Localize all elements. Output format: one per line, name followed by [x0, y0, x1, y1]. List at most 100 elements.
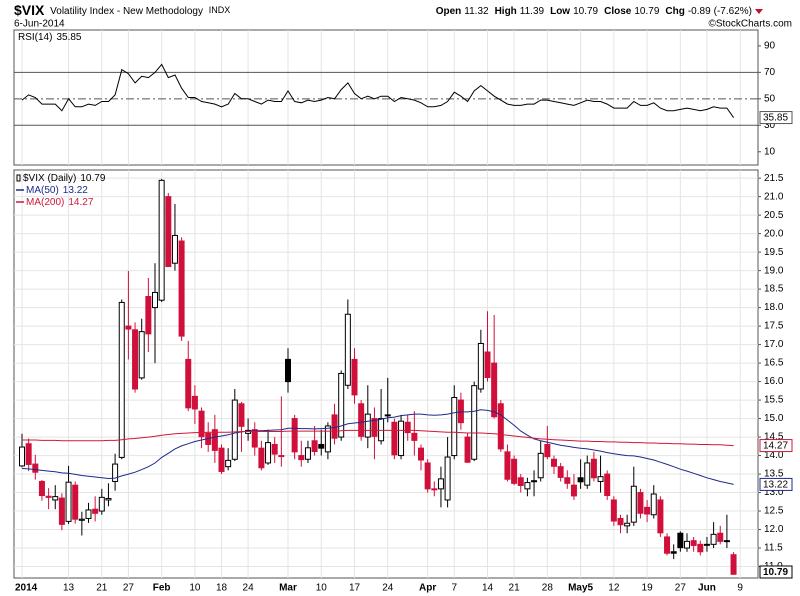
candle-body: [650, 493, 657, 516]
candle-body: [684, 540, 690, 549]
moving-average-line: [21, 409, 734, 485]
candle-body: [451, 396, 458, 457]
candle-body: [644, 506, 651, 515]
y-tick-label: 50: [764, 93, 776, 104]
candle-body: [710, 533, 717, 545]
y-tick-label: 21.0: [764, 191, 784, 202]
candle-body: [85, 509, 92, 519]
legend-value: 13.22: [63, 185, 88, 196]
y-tick-label: 90: [764, 41, 776, 52]
x-tick-label: Mar: [279, 583, 297, 594]
quote-value: 10.79: [573, 6, 598, 17]
candle-body: [92, 508, 99, 514]
candle-body: [285, 358, 291, 383]
quote-label: Chg: [665, 6, 684, 17]
exchange: INDX: [209, 5, 231, 15]
candle-body: [132, 329, 139, 390]
candle-body: [431, 488, 438, 491]
candle-body: [471, 385, 478, 460]
y-tick-label: 13.0: [764, 487, 784, 498]
x-tick-label: 24: [243, 583, 255, 594]
quote-label: High: [495, 6, 517, 17]
x-tick-label: 9: [737, 583, 743, 594]
candle-body: [384, 414, 391, 417]
legend-value: 10.79: [80, 173, 105, 184]
candle-body: [610, 499, 617, 522]
x-tick-label: Feb: [153, 583, 171, 594]
candle-body: [424, 462, 431, 490]
candle-body: [65, 481, 72, 522]
candle-body: [717, 532, 724, 542]
candle-body: [723, 540, 730, 543]
candle-body: [524, 482, 531, 490]
rsi-line: [21, 63, 735, 118]
y-tick-label: 18.0: [764, 302, 784, 313]
symbol: $VIX: [14, 2, 45, 18]
candle-body: [178, 240, 185, 337]
candle-body: [590, 458, 597, 479]
y-tick-label: 70: [764, 67, 776, 78]
security-name: Volatility Index - New Methodology: [50, 6, 203, 17]
candle-body: [251, 429, 258, 448]
x-tick-label: 13: [63, 583, 75, 594]
chart-header: $VIX Volatility Index - New Methodology …: [14, 2, 230, 18]
candle-body: [291, 418, 298, 453]
quote-label: Close: [604, 6, 632, 17]
candle-body: [211, 429, 218, 451]
candle-body: [72, 484, 79, 520]
x-tick-label: 27: [123, 583, 135, 594]
x-tick-label: 10: [189, 583, 201, 594]
candle-body: [271, 443, 278, 455]
candle-body: [437, 478, 444, 490]
candle-body: [318, 443, 325, 449]
x-tick-label: 10: [316, 583, 328, 594]
x-tick-label: 12: [608, 583, 620, 594]
quote-value: 10.79: [634, 6, 659, 17]
legend-icon: [16, 174, 21, 182]
candle-body: [171, 234, 178, 264]
quote-value: 11.32: [464, 6, 489, 17]
last-value-box: [759, 477, 793, 491]
quote-label: Open: [436, 6, 462, 17]
candle-body: [298, 455, 305, 461]
y-tick-label: 16.0: [764, 376, 784, 387]
candle-body: [165, 196, 172, 268]
candle-body: [218, 447, 225, 472]
y-tick-label: 16.5: [764, 358, 784, 369]
candle-body: [577, 477, 584, 483]
candle-body: [484, 351, 491, 379]
y-tick-label: 20.0: [764, 228, 784, 239]
candle-body: [730, 554, 737, 575]
candle-body: [19, 446, 25, 467]
candle-body: [225, 459, 232, 468]
quote-value: 11.39: [520, 6, 545, 17]
y-tick-label: 19.0: [764, 265, 784, 276]
x-tick-label: 7: [451, 583, 457, 594]
candle-body: [351, 358, 358, 396]
quote-value: -0.89: [688, 6, 711, 17]
candle-body: [45, 495, 52, 498]
candle-body: [198, 410, 205, 438]
candle-body: [78, 518, 85, 521]
legend-name: MA(200): [26, 197, 64, 208]
candle-body: [358, 403, 365, 437]
candle-body: [670, 551, 677, 554]
change-arrow: [755, 9, 763, 14]
candle-body: [564, 477, 571, 484]
candle-body: [597, 476, 604, 482]
y-tick-label: 15.0: [764, 413, 784, 424]
y-tick-label: 12.0: [764, 524, 784, 535]
candle-body: [517, 477, 524, 487]
candle-body: [52, 496, 59, 501]
candle-body: [364, 413, 371, 438]
candle-body: [531, 480, 538, 483]
legend-entry: MA(200) 14.27: [26, 197, 94, 208]
last-value-label: 14.27: [763, 441, 788, 452]
y-tick-label: 14.5: [764, 432, 784, 443]
x-tick-label: 24: [382, 583, 394, 594]
x-tick-label: 28: [542, 583, 554, 594]
candle-body: [105, 497, 112, 501]
x-tick-label: 2014: [15, 583, 38, 594]
candle-body: [491, 362, 498, 418]
candle-body: [344, 313, 351, 386]
